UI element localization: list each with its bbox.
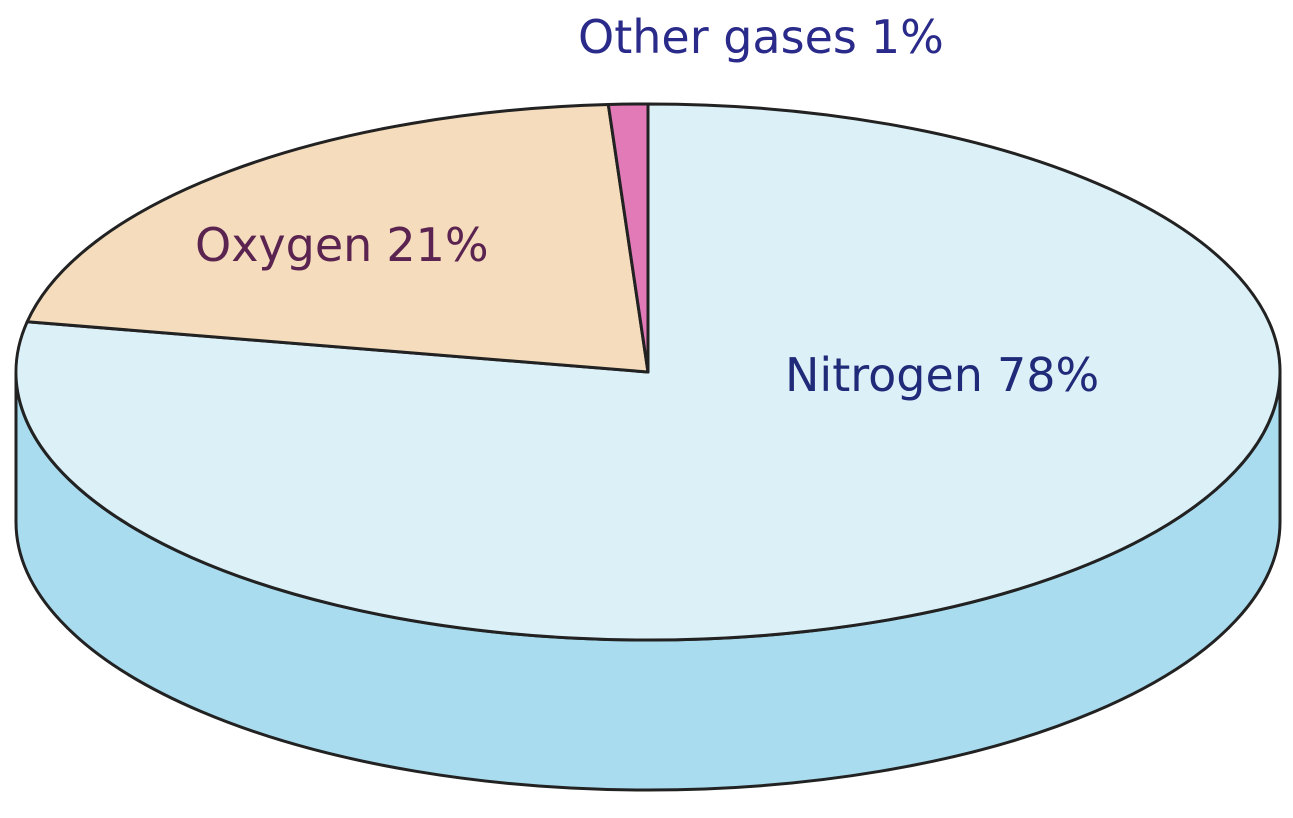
slice-label: Oxygen 21% (195, 218, 489, 272)
value-label: 78% (997, 348, 1099, 402)
value-label: 21% (386, 218, 488, 272)
slice-label: Other gases 1% (578, 10, 944, 64)
page: Nitrogen78%Oxygen21%Other gases1% (() =>… (0, 0, 1293, 818)
chart: Nitrogen 78% Oxygen 21% Other gases 1% (0, 0, 1293, 818)
category-name: Oxygen (195, 218, 372, 272)
slice-label: Nitrogen 78% (785, 348, 1099, 402)
value-label: 1% (871, 10, 944, 64)
category-name: Other gases (578, 10, 857, 64)
category-name: Nitrogen (785, 348, 983, 402)
